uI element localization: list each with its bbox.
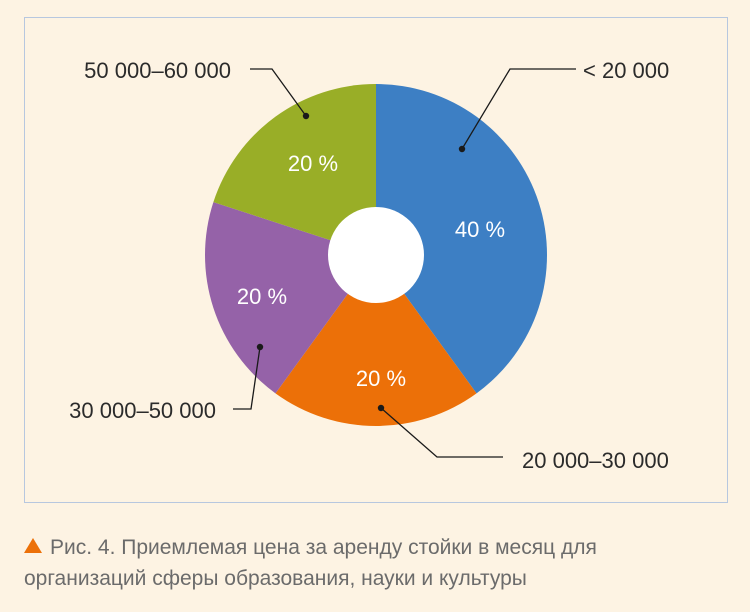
slice-value-label: 40 % (455, 217, 505, 242)
figure-caption: Рис. 4. Приемлемая цена за аренду стойки… (24, 532, 724, 594)
category-label: 20 000–30 000 (522, 448, 669, 473)
callout-dot (256, 343, 264, 351)
slice-value-label: 20 % (288, 151, 338, 176)
donut-slice-4 (213, 84, 376, 255)
category-label: 50 000–60 000 (84, 58, 231, 83)
callout-line (250, 68, 307, 117)
callout-line (233, 346, 261, 410)
category-label: < 20 000 (583, 58, 669, 83)
donut-slice-2 (275, 255, 477, 427)
callout-line (380, 407, 503, 458)
callout-line (461, 68, 576, 150)
donut-hole (328, 207, 424, 303)
callout-dot (302, 112, 310, 120)
donut-slice-1 (376, 84, 547, 394)
slice-value-label: 20 % (356, 366, 406, 391)
chart-frame (24, 17, 728, 503)
callout-dot (458, 145, 466, 153)
triangle-up-icon (24, 538, 42, 553)
caption-text: Рис. 4. Приемлемая цена за аренду стойки… (24, 536, 597, 590)
category-label: 30 000–50 000 (69, 398, 216, 423)
callout-dot (377, 404, 385, 412)
slice-value-label: 20 % (237, 284, 287, 309)
